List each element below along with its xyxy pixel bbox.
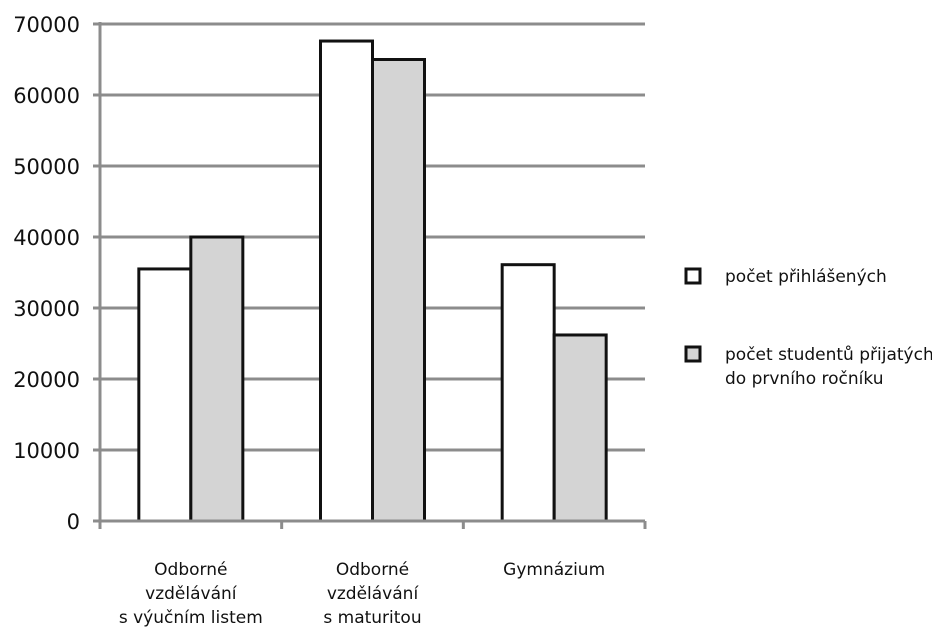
x-category-label: Odborné vzdělávání s výučním listem xyxy=(119,560,263,628)
bars xyxy=(137,39,608,523)
y-tick-label: 10000 xyxy=(13,439,80,463)
y-axis: 0 10000 20000 30000 40000 50000 60000 70000 xyxy=(13,13,102,534)
legend-label-line: do prvního ročníku xyxy=(725,369,883,389)
legend-label: počet přihlášených xyxy=(725,267,887,287)
x-category-label: Gymnázium xyxy=(503,560,605,580)
legend-label-line: počet přihlášených xyxy=(725,267,887,287)
legend: počet přihlášených počet studentů přijatý… xyxy=(684,267,932,389)
x-category-label-line: Gymnázium xyxy=(503,560,605,580)
bar-series-1-category-1 xyxy=(137,267,193,523)
legend-swatch xyxy=(684,345,702,363)
y-tick-label: 70000 xyxy=(13,13,80,37)
x-category-label-line: vzdělávání xyxy=(327,584,420,604)
bar-series-1-category-2 xyxy=(319,39,374,523)
bar-series-2-category-3 xyxy=(552,333,608,523)
x-category-label: Odborné vzdělávání s maturitou xyxy=(323,560,421,628)
x-category-label-line: Odborné xyxy=(154,560,227,580)
y-tick-label: 60000 xyxy=(13,84,80,108)
x-axis: Odborné vzdělávání s výučním listemOdborné… xyxy=(93,519,647,628)
x-category-label-line: s maturitou xyxy=(323,608,421,628)
y-tick-label: 40000 xyxy=(13,226,80,250)
bar-series-2-category-1 xyxy=(189,235,245,523)
legend-label: počet studentů přijatých do prvního roční… xyxy=(725,345,932,389)
y-tick-label: 20000 xyxy=(13,368,80,392)
bar-series-2-category-2 xyxy=(371,58,426,523)
y-tick-label: 30000 xyxy=(13,297,80,321)
x-category-label-line: vzdělávání xyxy=(145,584,238,604)
y-tick-label: 0 xyxy=(67,510,80,534)
x-category-label-line: s výučním listem xyxy=(119,608,263,628)
y-tick-label: 50000 xyxy=(13,155,80,179)
legend-swatch xyxy=(684,267,702,285)
legend-label-line: počet studentů přijatých xyxy=(725,345,932,365)
bar-series-1-category-3 xyxy=(500,263,556,523)
x-category-label-line: Odborné xyxy=(336,560,409,580)
